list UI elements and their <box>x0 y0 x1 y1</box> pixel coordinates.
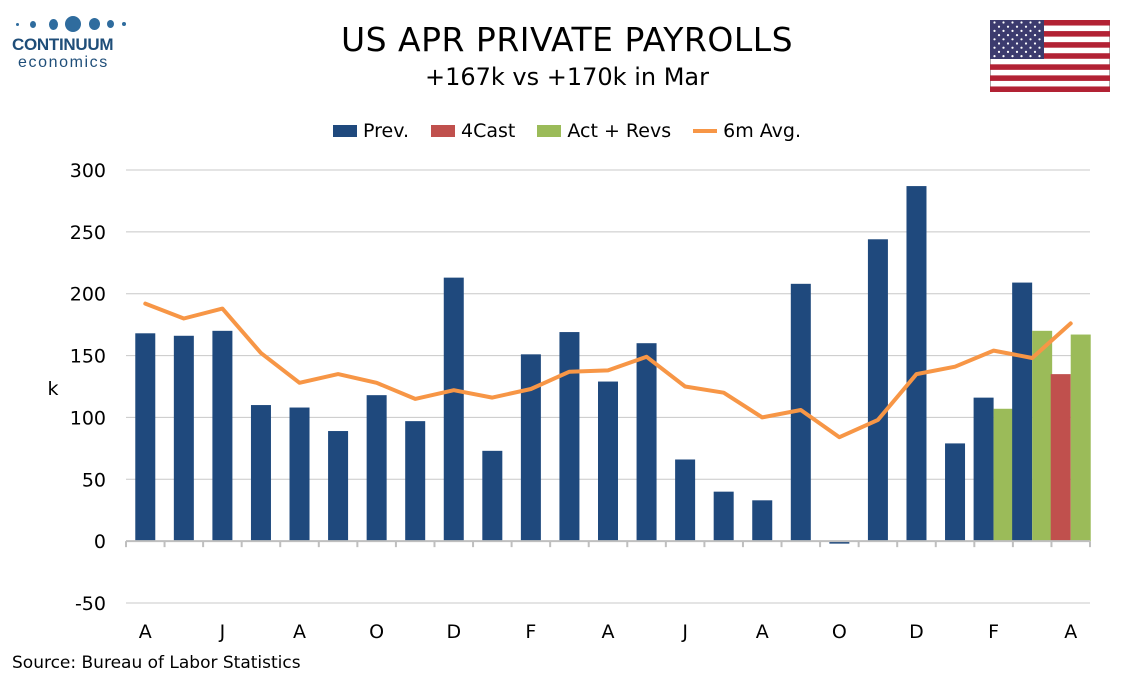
legend-label-prev: Prev. <box>363 120 410 142</box>
bar-prev <box>250 405 271 542</box>
bar-prev <box>906 186 927 542</box>
bar-prev <box>598 381 618 542</box>
bar-prev <box>482 450 503 542</box>
bar-prev <box>752 500 773 542</box>
bar-prev <box>289 407 310 542</box>
bar-prev <box>135 333 156 542</box>
bar-prev <box>1012 282 1033 542</box>
bar-prev <box>790 283 811 542</box>
avg-line <box>143 301 1073 440</box>
y-tick-label: 100 <box>70 407 106 429</box>
bar-prev <box>867 239 888 542</box>
x-tick-label: A <box>1064 621 1077 643</box>
logo-dots <box>12 14 132 36</box>
bar-prev <box>212 330 233 542</box>
bar-prev <box>636 343 657 542</box>
x-tick-label: D <box>909 621 924 643</box>
legend-item-actual: Act + Revs <box>537 120 671 142</box>
x-tick-label: A <box>602 621 615 643</box>
legend-swatch-prev <box>333 125 357 137</box>
y-axis-label: k <box>47 378 58 400</box>
bar-prev <box>520 354 541 542</box>
logo-wordmark: CONTINUUM <box>12 35 114 54</box>
bar-forecast <box>1050 374 1071 542</box>
bar-prev <box>173 335 194 542</box>
bar-actual <box>1032 330 1053 542</box>
bar-actual <box>993 408 1014 542</box>
y-tick-label: 0 <box>94 531 106 553</box>
x-tick-label: J <box>681 621 688 643</box>
x-tick-label: A <box>293 621 306 643</box>
bar-prev <box>829 541 850 544</box>
bar-prev <box>328 431 349 542</box>
bar-prev <box>366 395 387 542</box>
y-tick-label: 50 <box>82 469 106 491</box>
chart-title: US APR PRIVATE PAYROLLS <box>340 20 794 59</box>
y-tick-label: 300 <box>70 160 106 182</box>
y-tick-label: 150 <box>70 346 106 368</box>
legend-label-forecast: 4Cast <box>461 120 516 142</box>
chart-legend: Prev. 4Cast Act + Revs 6m Avg. <box>0 120 1134 142</box>
y-tick-label: 200 <box>70 284 106 306</box>
legend-item-avg: 6m Avg. <box>693 120 801 142</box>
bar-prev <box>443 277 464 542</box>
legend-swatch-forecast <box>431 125 456 137</box>
x-tick-label: A <box>139 621 152 643</box>
y-tick-label: 250 <box>70 222 106 244</box>
legend-swatch-actual <box>537 125 562 137</box>
legend-item-prev: Prev. <box>333 120 409 142</box>
x-tick-label: O <box>832 621 847 643</box>
bar-prev <box>713 491 734 542</box>
bar-prev <box>945 443 966 542</box>
x-tick-label: F <box>988 621 999 643</box>
x-tick-label: F <box>525 621 536 643</box>
x-tick-label: A <box>756 621 769 643</box>
y-tick-label: -50 <box>75 593 106 615</box>
legend-label-avg: 6m Avg. <box>723 120 801 142</box>
bar-prev <box>973 397 994 542</box>
x-tick-label: J <box>219 621 226 643</box>
bar-actual <box>1070 334 1091 542</box>
bar-prev <box>405 421 426 542</box>
legend-swatch-avg <box>693 129 718 133</box>
x-tick-label: D <box>446 621 461 643</box>
source-note: Source: Bureau of Labor Statistics <box>12 653 301 673</box>
x-tick-label: O <box>369 621 384 643</box>
bar-prev <box>675 459 696 542</box>
legend-item-forecast: 4Cast <box>431 120 515 142</box>
logo: CONTINUUM economics <box>12 14 132 71</box>
us-flag-icon <box>990 20 1110 92</box>
bar-prev <box>559 332 580 542</box>
logo-subtext: economics <box>18 54 109 71</box>
chart-subtitle: +167k vs +170k in Mar <box>424 63 709 91</box>
legend-label-actual: Act + Revs <box>567 120 672 142</box>
